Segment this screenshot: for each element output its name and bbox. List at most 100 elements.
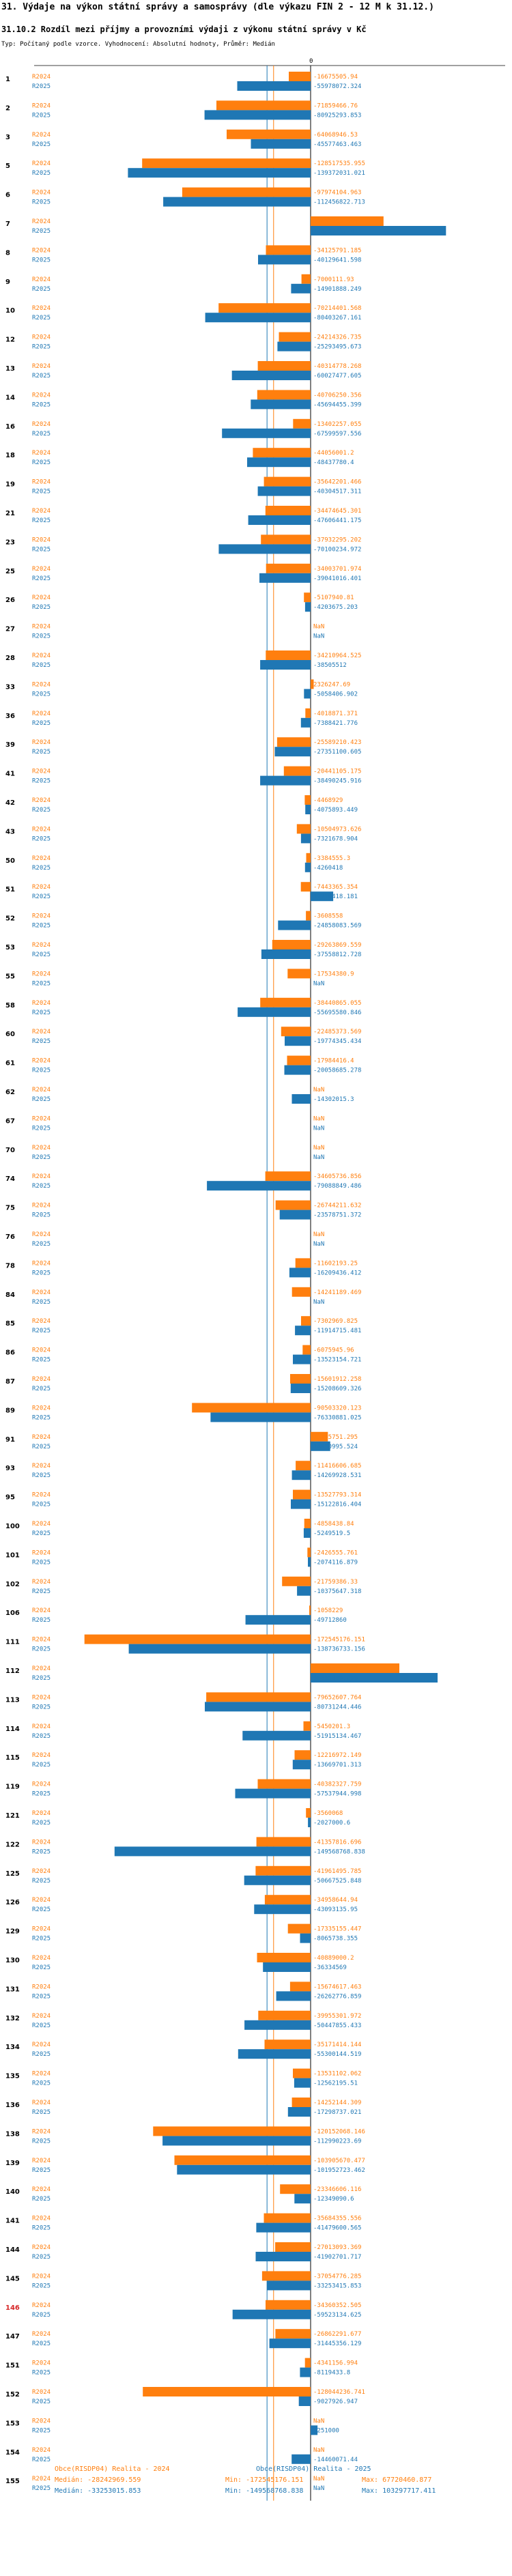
series-label-2025: R2025 [32,2399,51,2405]
series-label-2024: R2024 [32,971,51,977]
value-label-2024: -4018871.371 [313,711,358,717]
value-label-2024: -6075945.96 [313,1347,354,1354]
bar-2024 [275,2329,311,2339]
value-label-2024: -34125791.185 [313,247,361,254]
series-label-2025: R2025 [32,517,51,524]
bar-2025 [248,515,311,525]
series-label-2024: R2024 [32,797,51,804]
bar-2024 [265,1171,311,1182]
median-2025-stat: Medián: -33253015.853 [55,2487,141,2495]
bar-2024 [142,158,311,169]
group-label: 146 [5,2304,20,2312]
series-label-2024: R2024 [32,1405,51,1412]
value-label-2025: -112456822.713 [313,199,365,206]
group-label: 91 [5,1436,15,1444]
series-label-2025: R2025 [32,1588,51,1595]
group-label: 154 [5,2449,20,2457]
bar-2025 [259,573,311,583]
series-label-2024: R2024 [32,653,51,659]
group-label: 93 [5,1465,15,1472]
value-label-2024: -5450201.3 [313,1723,350,1730]
bar-2025 [237,81,311,91]
bar-2025 [292,1760,311,1770]
series-label-2024: R2024 [32,1781,51,1788]
bar-2025 [205,1702,311,1712]
value-label-2024: -10504973.626 [313,826,361,833]
group-label: 86 [5,1349,15,1357]
value-label-2025: -13523154.721 [313,1357,361,1364]
value-label-2024: -4858438.84 [313,1521,354,1528]
series-label-2025: R2025 [32,2022,51,2029]
group-label: 19 [5,481,15,489]
bar-2024 [255,1865,311,1876]
series-label-2025: R2025 [32,1068,51,1074]
value-label-2024: -14252144.309 [313,2100,361,2106]
value-label-2024: NaN [313,2476,324,2482]
bar-2025 [289,1268,311,1278]
group-label: 3 [5,134,10,141]
bar-2024 [296,1461,311,1471]
bar-2025 [251,399,311,410]
series-label-2025: R2025 [32,1270,51,1276]
bar-2024 [293,418,311,429]
series-label-2025: R2025 [32,1762,51,1769]
bar-2024 [264,2040,311,2050]
series-label-2024: R2024 [32,1260,51,1267]
value-label-2024: -15601912.258 [313,1376,361,1383]
group-label: 130 [5,1957,20,1964]
series-label-2024: R2024 [32,160,51,167]
bar-2025 [128,168,311,178]
group-label: 53 [5,944,15,951]
bar-2024 [280,2184,311,2194]
series-label-2024: R2024 [32,2302,51,2309]
bar-2025 [255,2252,311,2261]
bar-2024 [304,795,311,805]
value-label-2025: -45577463.463 [313,141,361,148]
group-label: 87 [5,1378,15,1386]
value-label-2024: -90503320.123 [313,1405,361,1412]
bar-2024 [216,100,311,111]
series-label-2025: R2025 [32,835,51,842]
bar-2024 [305,708,311,718]
value-label-2024: NaN [313,1231,324,1238]
value-label-2024: -41357816.696 [313,1839,361,1846]
value-label-2025: -11914715.481 [313,1328,361,1334]
group-label: 5 [5,162,10,170]
group-label: 95 [5,1494,15,1502]
value-label-2024: -40706250.356 [313,392,361,399]
value-label-2025: -4075893.449 [313,807,358,814]
value-label-2025: -12349090.6 [313,2196,354,2203]
series-label-2024: R2024 [32,1029,51,1035]
value-label-2025: -45694455.399 [313,401,361,408]
series-label-2024: R2024 [32,1087,51,1093]
value-label-2024: -71859466.76 [313,102,358,109]
bar-2024 [266,650,311,660]
series-label-2024: R2024 [32,1434,51,1441]
bar-2024 [264,1895,311,1905]
bar-2024 [311,679,314,689]
series-label-2024: R2024 [32,1173,51,1180]
series-label-2024: R2024 [32,1955,51,1962]
value-label-2025: -55978072.324 [313,83,361,90]
series-label-2024: R2024 [32,1203,51,1210]
value-label-2025: -80925293.853 [313,112,361,119]
bar-2025 [261,949,311,959]
group-label: 41 [5,771,15,778]
series-label-2024: R2024 [32,2447,51,2454]
value-label-2024: -34474645.301 [313,508,361,515]
series-label-2024: R2024 [32,1839,51,1846]
group-label: 50 [5,857,15,865]
series-label-2025: R2025 [32,1212,51,1219]
bar-2024 [265,506,311,515]
bar-2025 [294,2194,311,2204]
bar-2024 [257,1953,311,1962]
bar-2024 [153,2126,311,2136]
series-label-2025: R2025 [32,199,51,206]
value-label-2024: -35171414.144 [313,2042,361,2048]
group-label: 122 [5,1841,20,1848]
value-label-2024: -20441105.175 [313,769,361,775]
value-label-2024: -70214401.568 [313,305,361,312]
series-label-2024: R2024 [32,1607,51,1614]
bar-2025 [291,1499,311,1509]
bar-2025 [258,255,311,265]
